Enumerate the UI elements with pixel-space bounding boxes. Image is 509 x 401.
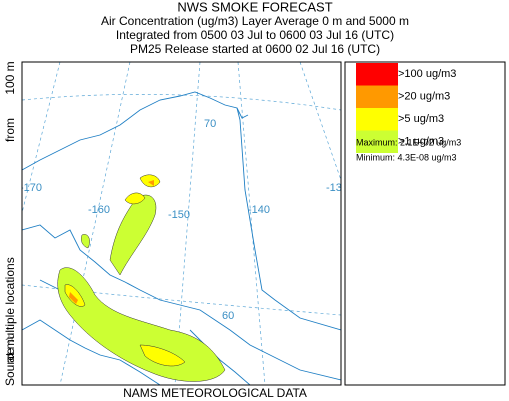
subtitle: Air Concentration (ug/m3) Layer Average … bbox=[101, 14, 409, 28]
legend-frame bbox=[344, 61, 506, 386]
legend-minimum: Minimum: 4.3E-08 ug/m3 bbox=[356, 152, 457, 162]
smoke-plume bbox=[57, 174, 226, 382]
legend-label: >100 ug/m3 bbox=[398, 68, 456, 80]
side-label: at multiple locations bbox=[3, 257, 17, 362]
legend-swatch bbox=[356, 85, 398, 108]
subtitle: PM25 Release started at 0600 02 Jul 16 (… bbox=[130, 42, 380, 56]
legend-swatch bbox=[356, 108, 398, 131]
legend-swatch bbox=[356, 130, 398, 153]
legend-label: >20 ug/m3 bbox=[398, 91, 450, 103]
graticule-label: -140 bbox=[248, 204, 270, 216]
footer: NAMS METEOROLOGICAL DATA bbox=[123, 386, 307, 400]
graticule-label: 70 bbox=[204, 118, 216, 130]
map-frame bbox=[21, 61, 342, 386]
graticule-label: -170 bbox=[20, 182, 42, 194]
graticule-label: -150 bbox=[168, 209, 190, 221]
graticule-label: 60 bbox=[222, 310, 234, 322]
title: NWS SMOKE FORECAST bbox=[177, 0, 332, 14]
coastline bbox=[22, 91, 341, 385]
legend-maximum: Maximum: 2.1E+02 ug/m3 bbox=[356, 137, 461, 147]
legend-label: >5 ug/m3 bbox=[398, 113, 444, 125]
graticule-label: -160 bbox=[88, 204, 110, 216]
side-label: from bbox=[3, 118, 17, 142]
subtitle: Integrated from 0500 03 Jul to 0600 03 J… bbox=[116, 28, 394, 42]
map-area: -170 -160 -150 -140 -130 70 60 bbox=[20, 62, 348, 385]
side-label: Source ☆ bbox=[3, 334, 17, 386]
side-label: 100 m bbox=[3, 61, 17, 94]
legend-label: >1 ug/m3 bbox=[398, 136, 444, 148]
legend-swatch bbox=[356, 63, 398, 86]
graticule-label: -130 bbox=[326, 182, 348, 194]
legend: >100 ug/m3 >20 ug/m3 >5 ug/m3 >1 ug/m3 bbox=[356, 63, 456, 153]
